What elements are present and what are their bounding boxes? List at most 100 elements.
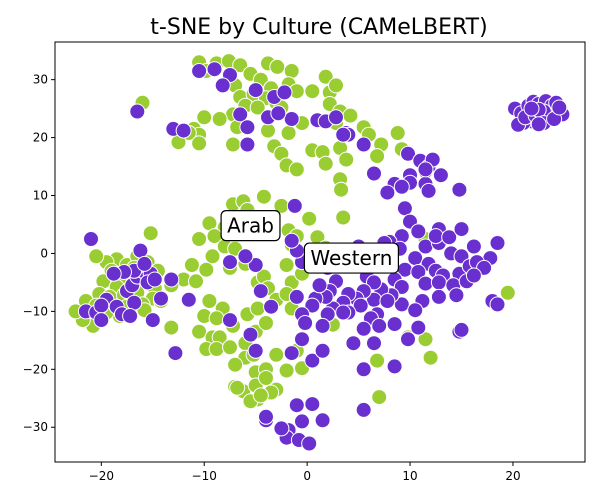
western-point	[523, 100, 540, 117]
arab-point	[417, 331, 434, 348]
western-point	[311, 277, 328, 294]
western-point	[258, 408, 274, 425]
arab-point	[249, 300, 266, 317]
western-point	[407, 302, 424, 319]
western-point	[163, 271, 180, 288]
arab-point	[288, 161, 305, 178]
arab-point	[268, 346, 285, 363]
western-point	[146, 271, 163, 288]
arab-point	[88, 248, 105, 265]
western-point	[345, 335, 362, 352]
arab-point	[204, 248, 221, 265]
arab-point	[317, 155, 334, 172]
western-point	[237, 248, 254, 265]
arab-point	[183, 257, 200, 273]
arab-point	[229, 379, 246, 396]
western-point	[465, 267, 482, 284]
arab-point	[369, 352, 386, 369]
western-point	[393, 178, 410, 195]
western-point	[453, 321, 470, 338]
arab-point	[278, 362, 295, 379]
western-point	[222, 254, 238, 271]
x-tick-label: 20	[505, 469, 520, 483]
western-point	[105, 265, 122, 282]
arab-point	[342, 107, 359, 124]
annotations-layer: Arab Western	[220, 210, 400, 274]
western-point	[206, 61, 223, 78]
western-point	[352, 297, 369, 314]
western-point	[304, 396, 321, 413]
western-point	[410, 319, 427, 336]
western-point	[448, 287, 465, 304]
points-layer	[67, 53, 571, 452]
western-point	[263, 298, 280, 315]
y-tick-label: −10	[23, 304, 48, 318]
western-point	[386, 316, 403, 333]
western-point	[180, 291, 197, 308]
western-point	[314, 412, 331, 429]
western-point	[222, 312, 238, 329]
arab-point	[258, 370, 274, 386]
western-point	[144, 312, 161, 329]
western-point	[288, 397, 305, 414]
arab-point	[335, 209, 352, 226]
western-point	[465, 238, 482, 255]
western-point	[314, 342, 331, 359]
chart-title: t-SNE by Culture (CAMeLBERT)	[150, 15, 487, 40]
western-point	[122, 308, 139, 324]
annotation-label: Western	[310, 246, 392, 270]
western-point	[430, 274, 447, 291]
arab-point	[258, 315, 274, 331]
arab-point	[249, 99, 266, 116]
western-point	[400, 331, 416, 348]
western-point	[175, 122, 192, 139]
western-point	[530, 116, 547, 133]
arab-point	[369, 148, 386, 165]
western-point	[283, 232, 300, 249]
x-tick-label: −20	[89, 469, 114, 483]
western-point	[489, 235, 506, 251]
western-point	[132, 242, 149, 259]
western-point	[366, 335, 382, 352]
western-point	[288, 288, 305, 305]
y-tick-label: −20	[23, 362, 48, 376]
western-point	[453, 221, 470, 238]
arab-point	[222, 339, 238, 356]
arab-point	[280, 125, 297, 141]
y-tick-label: −30	[23, 420, 48, 434]
arab-point	[208, 310, 225, 327]
western-point	[93, 312, 110, 329]
western-point	[167, 345, 184, 362]
x-tick-label: 0	[303, 469, 311, 483]
arab-point	[371, 389, 388, 406]
western-point	[252, 283, 269, 300]
arab-point	[225, 136, 241, 153]
western-point	[366, 274, 382, 291]
arab-point	[232, 57, 249, 74]
western-point	[283, 111, 300, 127]
arab-point	[255, 188, 272, 205]
western-point	[355, 136, 372, 153]
western-point	[270, 105, 287, 122]
western-point	[83, 231, 99, 247]
western-point	[247, 342, 264, 359]
arab-point	[191, 231, 208, 247]
arab-point	[191, 323, 208, 340]
western-point	[379, 293, 396, 309]
western-point	[417, 161, 434, 178]
western-point	[239, 119, 256, 136]
western-point	[247, 82, 264, 99]
western-point	[232, 106, 249, 123]
western-point	[489, 296, 506, 313]
western-point	[297, 315, 314, 331]
annotation-box	[303, 242, 400, 274]
arab-point	[211, 111, 228, 127]
western-point	[239, 136, 256, 153]
western-point	[301, 435, 318, 452]
western-point	[366, 165, 382, 182]
western-point	[355, 361, 372, 378]
western-point	[247, 257, 264, 273]
western-point	[191, 63, 208, 79]
western-point	[441, 229, 458, 246]
western-point	[386, 358, 403, 375]
